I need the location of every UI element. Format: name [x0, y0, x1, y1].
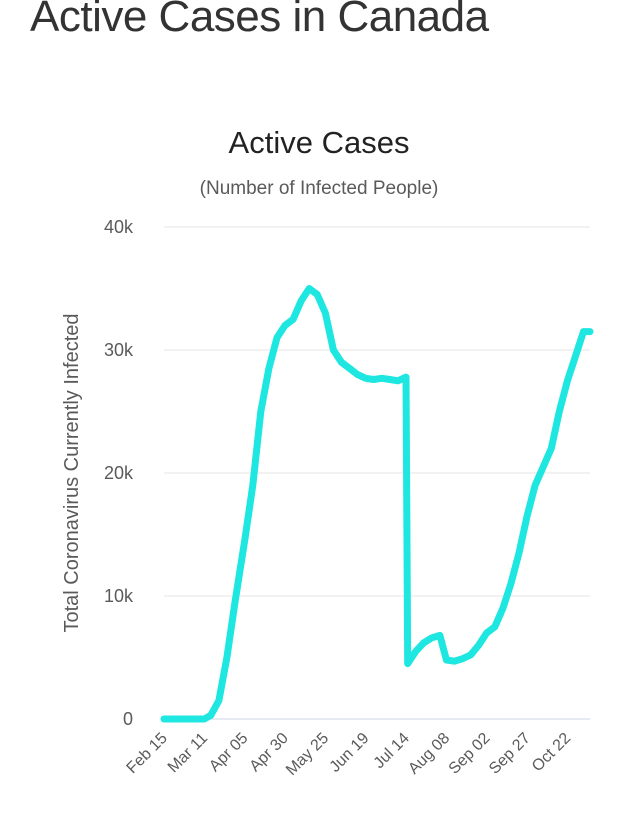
chart-subtitle: (Number of Infected People): [200, 178, 439, 199]
active-cases-line: [160, 285, 594, 723]
page-heading: Active Cases in Canada: [30, 0, 489, 41]
y-axis-ticks: 0 10k 20k 30k 40k: [104, 217, 134, 729]
x-tick-label: Sep 02: [446, 730, 494, 778]
chart-title: Active Cases: [229, 125, 410, 160]
y-tick-label: 0: [123, 709, 133, 729]
x-tick-label: Feb 15: [124, 730, 171, 777]
x-tick-label: Jun 19: [327, 730, 373, 776]
y-tick-label: 30k: [104, 340, 134, 360]
x-tick-label: Oct 22: [529, 730, 574, 775]
y-tick-label: 10k: [104, 586, 134, 606]
x-tick-label: Aug 08: [405, 730, 453, 778]
y-tick-label: 20k: [104, 463, 134, 483]
x-tick-label: Mar 11: [165, 730, 211, 776]
y-axis-label: Total Coronavirus Currently Infected: [61, 313, 83, 632]
x-tick-label: Apr 05: [206, 730, 251, 775]
y-tick-label: 40k: [104, 217, 134, 237]
x-tick-label: Sep 27: [486, 730, 534, 778]
x-tick-label: May 25: [283, 730, 332, 779]
